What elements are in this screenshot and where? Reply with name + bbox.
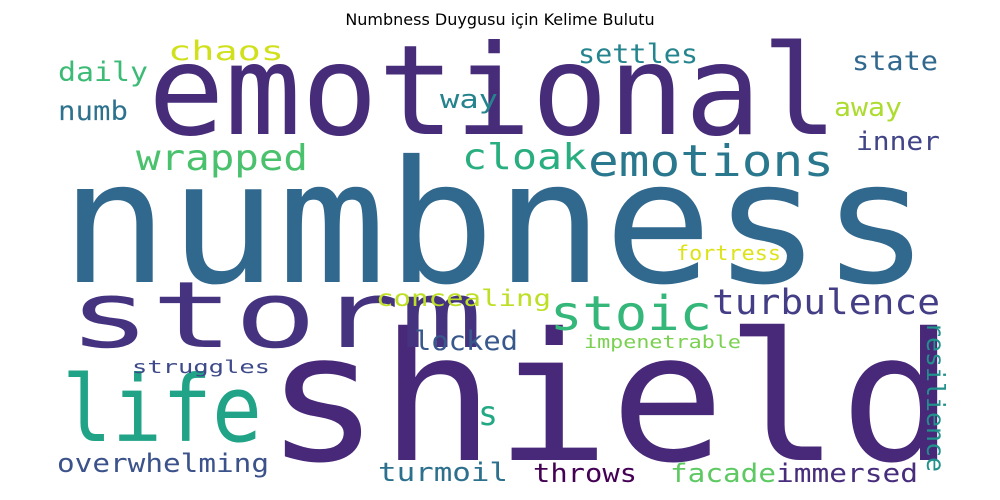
word-emotional: emotional: [148, 19, 838, 164]
word-numbness: numbness: [60, 125, 930, 323]
word-chaos: chaos: [168, 36, 284, 67]
word-turmoil: turmoil: [378, 458, 508, 488]
word-overwhelming: overwhelming: [57, 449, 269, 479]
word-stoic: stoic: [550, 286, 712, 342]
word-way: way: [440, 85, 498, 115]
word-fortress: fortress: [676, 241, 781, 265]
word-away: away: [834, 93, 902, 123]
word-shield: shield: [265, 295, 955, 500]
word-resilience: struggles: [132, 357, 270, 378]
word-inner: inner: [856, 127, 940, 157]
word-immersed: immersed: [776, 459, 918, 489]
word-daily: daily: [58, 57, 148, 88]
word-cloak: cloak: [462, 137, 587, 178]
word-life: life: [62, 356, 262, 463]
word-settles: settles: [578, 39, 698, 70]
word-locked: locked: [414, 326, 518, 357]
word-wrapped: wrapped: [136, 138, 308, 179]
word-emotions: emotions: [588, 136, 834, 187]
word-state: state: [852, 46, 938, 77]
word-struggles: resilience: [921, 322, 950, 472]
word-storm: storm: [68, 262, 483, 369]
word-throws: throws: [533, 459, 637, 489]
word-s: s: [478, 394, 498, 434]
chart-title: Numbness Duygusu için Kelime Bulutu: [345, 10, 655, 29]
word-turbulence: turbulence: [712, 283, 940, 323]
word-numb: numb: [58, 96, 128, 127]
word-impenetrable: impenetrable: [584, 332, 741, 353]
word-concealing: concealing: [376, 286, 551, 312]
word-facade: facade: [670, 459, 776, 489]
